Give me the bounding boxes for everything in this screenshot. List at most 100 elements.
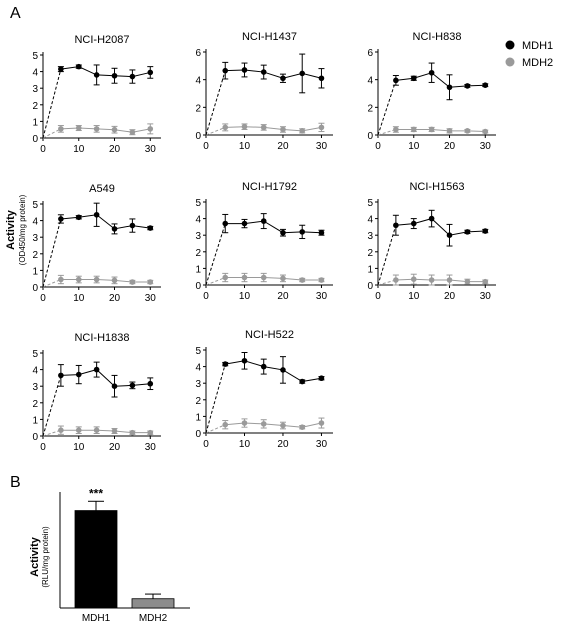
chart-title: NCI-H2087 bbox=[74, 34, 129, 46]
x-tick-label: 20 bbox=[444, 141, 456, 152]
chart-title: A549 bbox=[89, 183, 115, 195]
series-ramp bbox=[42, 375, 62, 437]
y-tick-label: 5 bbox=[195, 346, 201, 357]
data-point bbox=[147, 380, 154, 387]
data-point bbox=[147, 429, 154, 436]
chart-title: NCI-H522 bbox=[245, 329, 294, 341]
x-tick-label: 10 bbox=[73, 442, 85, 453]
series-mdh2 bbox=[205, 272, 325, 286]
series-ramp bbox=[42, 218, 62, 288]
data-point bbox=[93, 72, 100, 78]
y-tick-label: 3 bbox=[195, 231, 201, 242]
bar-category-label: MDH1 bbox=[82, 613, 111, 622]
x-tick-label: 20 bbox=[277, 141, 289, 152]
data-point bbox=[280, 75, 286, 82]
y-tick-label: 1 bbox=[32, 266, 38, 277]
y-tick-label: 4 bbox=[32, 366, 38, 377]
chart-title: NCI-H838 bbox=[413, 31, 462, 43]
series-line bbox=[395, 278, 486, 283]
series-line bbox=[60, 369, 151, 387]
data-point bbox=[393, 77, 399, 84]
x-tick-label: 30 bbox=[316, 141, 328, 152]
y-tick-label: 6 bbox=[367, 48, 373, 59]
data-point bbox=[222, 361, 229, 367]
y-tick-label: 0 bbox=[32, 432, 38, 443]
chart-panel: NCI-H1838 0 1 2 3 4 5 0 10 20 30 bbox=[32, 332, 161, 453]
y-tick-label: 5 bbox=[32, 51, 38, 62]
data-point bbox=[241, 274, 248, 281]
chart-panel: NCI-H1563 0 1 2 3 4 5 0 10 20 30 bbox=[367, 181, 496, 302]
series-mdh2 bbox=[205, 122, 325, 136]
y-axis-label: Activity bbox=[29, 536, 41, 577]
data-point bbox=[241, 420, 248, 426]
data-point bbox=[318, 124, 325, 131]
data-point bbox=[464, 229, 471, 235]
y-tick-label: 2 bbox=[32, 399, 38, 410]
series-mdh1 bbox=[205, 213, 325, 286]
data-point bbox=[75, 214, 82, 221]
x-tick-label: 10 bbox=[239, 141, 251, 152]
data-point bbox=[111, 126, 118, 133]
y-tick-label: 1 bbox=[367, 264, 373, 275]
panel-b-y-axis-label: Activity (RLU/mg protein) bbox=[29, 526, 50, 588]
series-mdh2 bbox=[42, 274, 154, 288]
data-point bbox=[280, 126, 286, 133]
data-point bbox=[428, 277, 435, 283]
series-line bbox=[60, 66, 151, 78]
x-tick-label: 30 bbox=[316, 291, 328, 302]
chart-title: NCI-H1437 bbox=[242, 31, 297, 43]
data-point bbox=[129, 222, 136, 229]
data-point bbox=[75, 125, 82, 131]
y-tick-label: 4 bbox=[195, 215, 201, 226]
series-line bbox=[225, 220, 322, 234]
x-tick-label: 30 bbox=[316, 439, 328, 450]
data-point bbox=[75, 371, 82, 378]
data-point bbox=[299, 424, 306, 430]
data-point bbox=[129, 73, 136, 80]
data-point bbox=[58, 216, 64, 222]
data-point bbox=[280, 367, 286, 373]
y-tick-label: 3 bbox=[32, 84, 38, 95]
data-point bbox=[318, 277, 325, 283]
y-tick-label: 1 bbox=[32, 117, 38, 128]
y-tick-label: 0 bbox=[32, 283, 38, 294]
x-tick-label: 30 bbox=[145, 144, 157, 155]
data-point bbox=[410, 75, 417, 82]
y-axis-sublabel: (RLU/mg protein) bbox=[41, 526, 50, 588]
data-point bbox=[446, 277, 453, 283]
series-mdh1 bbox=[377, 62, 489, 136]
y-tick-label: 5 bbox=[195, 198, 201, 209]
series-ramp bbox=[42, 429, 62, 437]
data-point bbox=[446, 84, 453, 91]
x-tick-label: 10 bbox=[73, 293, 85, 304]
data-point bbox=[111, 72, 118, 79]
data-point bbox=[75, 63, 82, 70]
data-point bbox=[464, 278, 471, 285]
y-tick-label: 5 bbox=[32, 349, 38, 360]
data-point bbox=[482, 228, 489, 234]
data-point bbox=[428, 215, 435, 222]
y-tick-label: 4 bbox=[195, 76, 201, 87]
y-tick-label: 5 bbox=[367, 198, 373, 209]
data-point bbox=[260, 218, 267, 224]
data-point bbox=[147, 279, 154, 285]
series-line bbox=[225, 69, 322, 79]
chart-panel: NCI-H1437 0 2 4 6 0 10 20 30 bbox=[195, 31, 333, 152]
bar-mdh1 bbox=[74, 510, 118, 609]
data-point bbox=[222, 124, 229, 131]
y-tick-label: 0 bbox=[367, 131, 373, 142]
chart-panel: NCI-H2087 0 1 2 3 4 5 0 10 20 30 bbox=[32, 34, 161, 155]
series-ramp bbox=[42, 68, 62, 139]
series-ramp bbox=[42, 279, 62, 288]
bar-chart: MDH1 *** MDH2 bbox=[59, 486, 190, 622]
legend-mdh1-label: MDH1 bbox=[522, 40, 553, 52]
y-tick-label: 2 bbox=[195, 248, 201, 259]
y-tick-label: 3 bbox=[32, 233, 38, 244]
data-point bbox=[93, 427, 100, 433]
series-mdh1 bbox=[377, 209, 489, 286]
data-point bbox=[241, 220, 248, 227]
y-axis-sublabel: (OD450/mg protein) bbox=[18, 194, 27, 265]
data-point bbox=[111, 277, 118, 284]
series-line bbox=[395, 218, 486, 236]
